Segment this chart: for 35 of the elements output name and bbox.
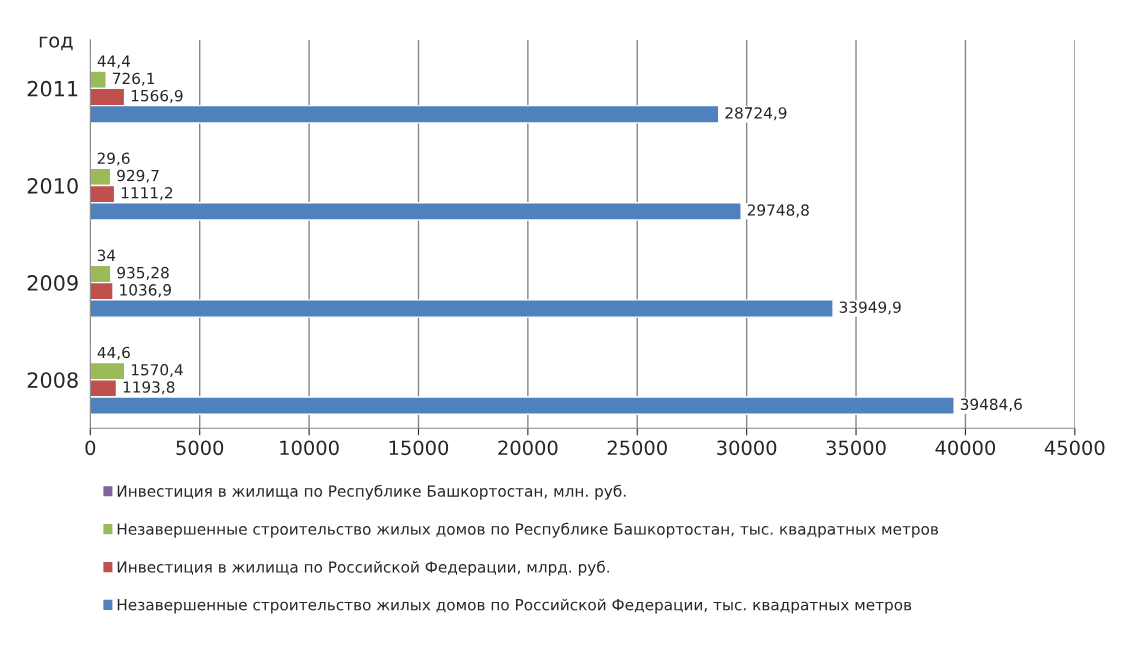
data-label: 929,7: [117, 169, 159, 183]
x-tick-label: 0: [85, 440, 96, 456]
y-tick-label: 2008: [27, 372, 78, 388]
x-tick-label: 20000: [498, 440, 558, 456]
data-label: 29748,8: [747, 204, 809, 218]
x-tick-label: 30000: [717, 440, 777, 456]
x-tick-label: 40000: [935, 440, 996, 456]
legend-label: Инвестиция в жилища по Российской Федерации, млрд. руб.: [117, 560, 609, 576]
data-label: 28724,9: [725, 107, 787, 121]
legend-label: Инвестиция в жилища по Республике Башкортостан, млн. руб.: [117, 484, 626, 500]
data-label: 34: [97, 249, 116, 262]
y-tick-label: 2010: [27, 177, 78, 194]
legend-label: Незавершенные строительство жилых домов по Республике Башкортостан, тыс. квадратных метров: [117, 522, 938, 538]
data-label: 1111,2: [121, 187, 173, 201]
data-label: 33949,9: [839, 301, 901, 315]
legend-label: Незавершенные строительство жилых домов по Российской Федерации, тыс. квадратных метров: [117, 598, 912, 614]
data-label: 1193,8: [123, 381, 175, 395]
y-tick-label: 2011: [27, 80, 78, 97]
data-label: 44,4: [97, 55, 131, 69]
y-axis-title: год: [39, 36, 73, 51]
data-label: 44,6: [97, 346, 130, 360]
data-label: 1570,4: [131, 363, 183, 378]
y-tick-label: 2009: [27, 275, 78, 291]
data-label: 39484,6: [960, 398, 1022, 412]
x-tick-label: 5000: [176, 440, 224, 456]
x-tick-label: 10000: [280, 440, 339, 456]
data-label: 1566,9: [131, 89, 183, 104]
data-label: 726,1: [113, 72, 155, 86]
data-label: 29,6: [97, 152, 130, 166]
data-label: 1036,9: [120, 284, 171, 298]
x-tick-label: 25000: [607, 440, 667, 456]
x-tick-label: 15000: [389, 440, 449, 456]
x-tick-label: 45000: [1044, 440, 1105, 456]
x-tick-label: 35000: [826, 440, 886, 456]
data-label: 935,28: [117, 266, 169, 280]
